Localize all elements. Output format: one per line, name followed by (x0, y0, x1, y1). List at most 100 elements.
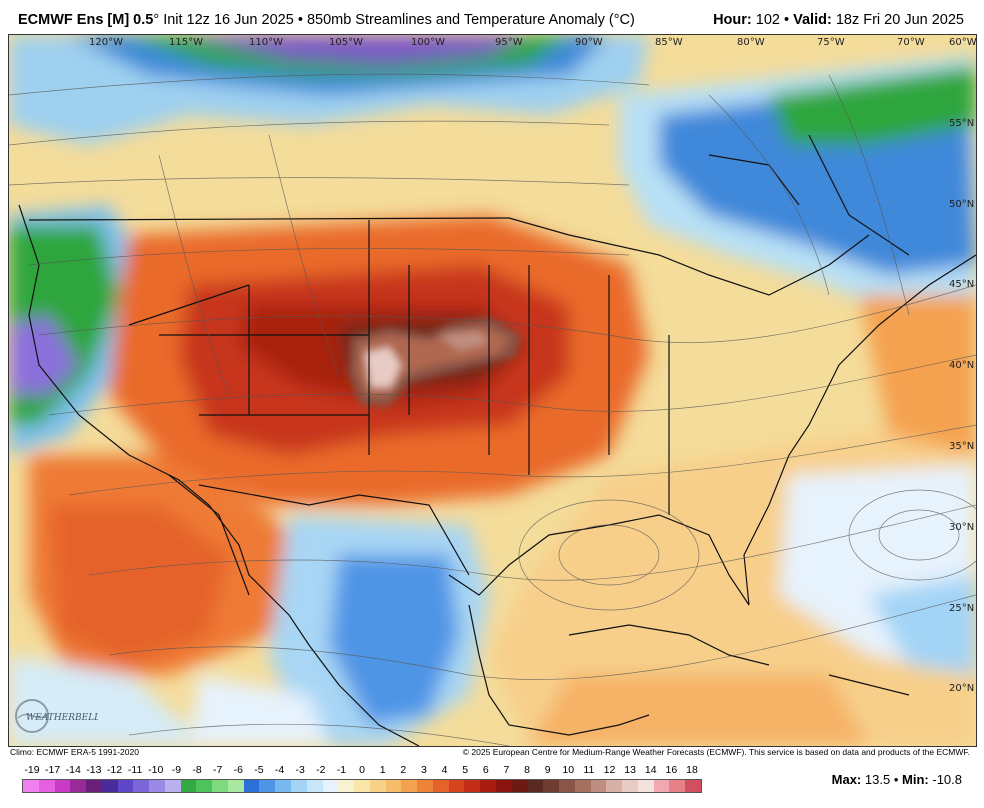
hour-label: Hour: (713, 12, 752, 28)
legend-label: -12 (106, 764, 123, 776)
legend-swatch (480, 780, 496, 792)
legend-label: -8 (192, 764, 202, 776)
degree-symbol: ° (153, 12, 160, 28)
legend-label: 5 (462, 764, 469, 776)
legend-label: 8 (524, 764, 530, 776)
legend-swatch (117, 780, 134, 792)
legend-label: 7 (503, 764, 510, 776)
legend-label: 9 (544, 764, 551, 776)
legend-swatch (306, 780, 323, 792)
climo-note: Climo: ECMWF ERA-5 1991-2020 (10, 747, 139, 757)
title-separator: • (297, 12, 303, 28)
legend-label: 6 (482, 764, 489, 776)
title-bar: ECMWF Ens [M] 0.5° Init 12z 16 Jun 2025 … (0, 0, 984, 34)
lat-label: 40°N (949, 360, 974, 371)
legend-swatch (180, 780, 197, 792)
legend-swatch (685, 780, 701, 792)
legend-label: 2 (400, 764, 407, 776)
legend-swatch (322, 780, 339, 792)
legend-swatch (259, 780, 276, 792)
legend-label: -14 (65, 764, 81, 776)
max-value: 13.5 (864, 772, 891, 787)
legend-label: 11 (583, 764, 595, 776)
lon-label: 110°W (249, 37, 283, 48)
map-title: ECMWF Ens [M] 0.5° Init 12z 16 Jun 2025 … (18, 12, 635, 28)
legend-swatch (653, 780, 670, 792)
legend-label: -13 (86, 764, 102, 776)
legend-label: 1 (379, 764, 386, 776)
legend-swatch (637, 780, 654, 792)
lon-label: 115°W (169, 37, 203, 48)
legend-label: -1 (336, 764, 347, 776)
legend-swatch (590, 780, 607, 792)
legend-label: 3 (420, 764, 427, 776)
lat-label: 35°N (949, 441, 974, 452)
legend-swatch (38, 780, 55, 792)
legend-swatch (385, 780, 402, 792)
legend-swatch (70, 780, 87, 792)
legend-label: -10 (148, 764, 164, 776)
legend-swatch (212, 780, 228, 792)
color-legend: -19 -17 -14 -13 -12 -11 -10 -9 -8 -7 -6 -5 -4 -3 -2 -1 0… (22, 764, 702, 794)
lat-label: 30°N (949, 522, 974, 533)
legend-swatch (196, 780, 213, 792)
legend-swatch (86, 780, 102, 792)
copyright-note: © 2025 European Centre for Medium-Range … (462, 747, 970, 757)
legend-label: -6 (233, 764, 243, 776)
legend-swatch (101, 780, 118, 792)
temperature-anomaly-map: 120°W 115°W 110°W 105°W 100°W 95°W 90°W … (9, 35, 976, 746)
valid-value: 18z Fri 20 Jun 2025 (835, 12, 964, 28)
max-min-stats: Max: 13.5 • Min: -10.8 (832, 772, 962, 787)
legend-swatch (669, 780, 686, 792)
lon-label: 80°W (737, 37, 765, 48)
init-time: Init 12z 16 Jun 2025 (163, 12, 294, 28)
model-name: ECMWF Ens [M] 0.5 (18, 12, 154, 28)
legend-swatch (448, 780, 465, 792)
legend-label: 10 (562, 764, 575, 776)
legend-swatch (149, 780, 165, 792)
legend-swatch (464, 780, 481, 792)
legend-label: -11 (127, 764, 143, 776)
legend-label: 18 (686, 764, 698, 776)
weatherbell-logo: WEATHERBELL (12, 696, 100, 736)
legend-label: 14 (644, 764, 657, 776)
lat-label: 20°N (949, 683, 974, 694)
lon-label: 120°W (89, 37, 123, 48)
legend-swatch (133, 780, 150, 792)
legend-label: -9 (171, 764, 182, 776)
legend-swatch (622, 780, 638, 792)
legend-swatch (291, 780, 307, 792)
legend-label: 12 (603, 764, 616, 776)
lat-label: 45°N (949, 279, 974, 290)
legend-label: -4 (274, 764, 285, 776)
legend-label: 4 (441, 764, 448, 776)
longitude-labels: 120°W 115°W 110°W 105°W 100°W 95°W 90°W … (89, 37, 976, 48)
lon-label: 105°W (329, 37, 363, 48)
legend-label: -7 (212, 764, 223, 776)
stats-separator: • (893, 772, 899, 787)
lat-label: 55°N (949, 118, 974, 129)
legend-swatch (606, 780, 623, 792)
valid-label: Valid: (793, 12, 832, 28)
legend-label: 0 (359, 764, 365, 776)
legend-swatch (574, 780, 591, 792)
legend-swatch (432, 780, 449, 792)
legend-label: -19 (24, 764, 40, 776)
lat-label: 50°N (949, 199, 974, 210)
legend-swatch (559, 780, 575, 792)
latitude-labels: 55°N 50°N 45°N 40°N 35°N 30°N 25°N 20°N (949, 118, 974, 694)
warm-core (349, 317, 521, 407)
legend-swatch (227, 780, 244, 792)
legend-swatch (275, 780, 292, 792)
legend-swatch (354, 780, 370, 792)
lon-label: 100°W (411, 37, 445, 48)
legend-labels: -19 -17 -14 -13 -12 -11 -10 -9 -8 -7 -6 -5 -4 -3 -2 -1 0… (22, 764, 702, 778)
legend-swatch (243, 780, 260, 792)
lon-label: 70°W (897, 37, 925, 48)
legend-colorbar (22, 779, 702, 793)
legend-swatch (164, 780, 181, 792)
boundaries (18, 134, 976, 746)
min-label: Min: (902, 772, 929, 787)
legend-label: -17 (45, 764, 61, 776)
legend-swatch (417, 780, 433, 792)
